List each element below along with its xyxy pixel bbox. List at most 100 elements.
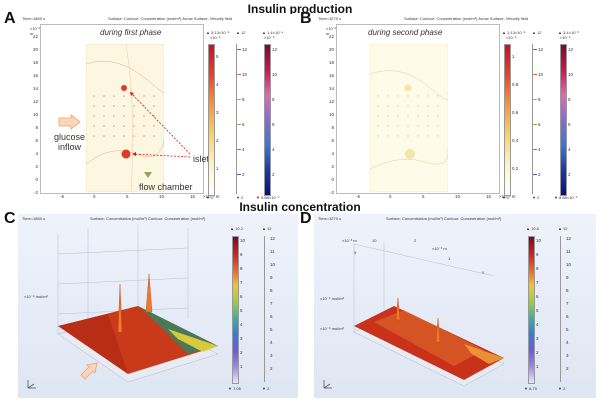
- islet-bottom: [405, 149, 415, 159]
- cb2-tick: 7: [566, 301, 569, 306]
- cb3-tick: 6: [272, 122, 275, 127]
- cb1-tick: 7: [536, 280, 539, 285]
- cb1-tick: 6: [240, 294, 243, 299]
- cb1-tick: 1: [216, 166, 219, 171]
- contour-level-scale: [532, 44, 537, 194]
- panel-a-time: Time=1860 s: [22, 16, 46, 21]
- cb2-tick: 10: [566, 262, 572, 267]
- cb2-tick: 6: [566, 314, 569, 319]
- cb2-tick: 4: [566, 340, 569, 345]
- panel-a-plot-frame: [40, 24, 204, 194]
- cb3-tick: 2: [272, 172, 275, 177]
- cb2-tick: 12: [242, 47, 248, 52]
- title-insulin-production: Insulin production: [247, 2, 353, 16]
- axis-label: ×10⁻³ m: [342, 238, 357, 243]
- cb1-tick: 1: [512, 54, 515, 59]
- panel-c-header: Surface: Concentration (mol/m³) Contour:…: [90, 216, 206, 221]
- axis-label: 2: [414, 238, 417, 243]
- cb2-tick: 10: [242, 72, 248, 77]
- y-tick: 2: [35, 164, 38, 169]
- colorbar-concentration: [208, 44, 215, 196]
- x-exp: ×10⁻³ m: [499, 194, 516, 199]
- cb3-tick: 2: [568, 172, 571, 177]
- cb3-top: ▲ 3.4×10⁻⁶: [558, 30, 580, 35]
- islet-pointer: [129, 91, 191, 155]
- y-tick: 16: [328, 73, 334, 78]
- cb3-top: ▲ 1.4×10⁻⁴: [262, 30, 284, 35]
- cb2-tick: 8: [270, 288, 273, 293]
- cb2-tick: 4: [538, 147, 541, 152]
- cb2-tick: 8: [566, 288, 569, 293]
- cb2-tick: 4: [270, 340, 273, 345]
- flow-chamber-region: [370, 44, 448, 192]
- panel-b: Time=3270 s Surface: Contour: Concentrat…: [314, 14, 596, 200]
- peak-islet-2: [435, 317, 441, 343]
- x-tick: 10: [455, 194, 461, 199]
- y-tick: 12: [328, 99, 334, 104]
- cb3-tick: 4: [568, 147, 571, 152]
- cb1-top: ▲ 5.13×10⁻⁵: [206, 30, 230, 35]
- cb2-tick: 8: [538, 97, 541, 102]
- y-tick: 8: [35, 125, 38, 130]
- y-tick: 20: [328, 47, 334, 52]
- panel-d-header: Surface: Concentration (mol/m³) Contour:…: [386, 216, 502, 221]
- panel-b-y-unit: m: [326, 31, 330, 36]
- cb2-tick: 2: [538, 172, 541, 177]
- contour-line: [370, 70, 448, 101]
- cb2-top: ▲ 12: [558, 226, 568, 231]
- axis-label: ×10⁻³ m: [432, 246, 447, 251]
- cb2-tick: 5: [566, 327, 569, 332]
- panel-b-chamber-svg: [370, 44, 448, 192]
- cb2-bottom: ▼ 2: [558, 386, 566, 391]
- cb1-top: ▲ 10.8: [526, 226, 539, 231]
- cb2-tick: 10: [538, 72, 544, 77]
- y-tick: 0: [331, 177, 334, 182]
- cb1-tick: 8: [240, 266, 243, 271]
- y-tick: 10: [328, 112, 334, 117]
- panel-a-chamber-svg: [86, 44, 164, 192]
- velocity-arrows: [377, 95, 439, 137]
- contour-line: [370, 149, 448, 170]
- cb2-bottom: ▼ 2: [262, 386, 270, 391]
- label-islets: islets: [193, 154, 214, 164]
- cb1-tick: 7: [240, 280, 243, 285]
- y-tick: -2: [33, 190, 38, 195]
- cb1-top: ▲ 1.13×10⁻⁵: [502, 30, 526, 35]
- axis-label: 1: [448, 256, 451, 261]
- panel-a-annotations: [129, 91, 191, 158]
- high-region: [58, 314, 128, 374]
- title-insulin-concentration: Insulin concentration: [239, 200, 361, 214]
- cb2-tick: 7: [270, 301, 273, 306]
- cb1-tick: 5: [240, 308, 243, 313]
- islet-bottom: [121, 149, 131, 159]
- cb1-tick: 2: [240, 350, 243, 355]
- cb1-tick: 0.2: [512, 166, 519, 171]
- colorbar-surface: [232, 236, 239, 384]
- cb3-tick: 8: [568, 97, 571, 102]
- cb1-tick: 3: [240, 336, 243, 341]
- panel-a-y-exp: ×10⁻³: [30, 26, 41, 31]
- cb2-tick: 9: [270, 275, 273, 280]
- panel-c-time: Time=1860 s: [22, 216, 46, 221]
- cb2-tick: 3: [270, 353, 273, 358]
- y-tick: 12: [32, 99, 38, 104]
- y-tick: 2: [331, 164, 334, 169]
- axis-triad-icon: [27, 380, 36, 389]
- panel-a: Time=1860 s Surface: Contour: Concentrat…: [18, 14, 296, 200]
- panel-b-plot-frame: [336, 24, 500, 194]
- cb2-tick: 6: [538, 122, 541, 127]
- cb2-tick: 9: [566, 275, 569, 280]
- panel-a-y-unit: m: [30, 31, 34, 36]
- y-tick: 18: [32, 60, 38, 65]
- cb1-tick: 10: [536, 238, 542, 243]
- panel-b-y-ticks: 22 20 18 16 14 12 10 8 6 4 2 0 -2: [324, 34, 336, 195]
- cb3-tick: 10: [272, 72, 278, 77]
- panel-label-a: A: [4, 10, 16, 27]
- cb2-tick: 2: [566, 366, 569, 371]
- edge-region: [464, 344, 504, 364]
- axis-label: 0: [482, 270, 485, 275]
- cb1-bottom: ▼ 8.75: [524, 386, 537, 391]
- islet-top: [404, 84, 412, 92]
- peak-islet-2: [145, 273, 153, 313]
- islet-top: [121, 85, 127, 91]
